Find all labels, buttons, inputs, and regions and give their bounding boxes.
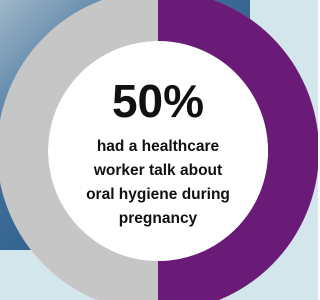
- caption-line: worker talk about: [93, 162, 222, 179]
- infographic: 50% had a healthcare worker talk about ora…: [0, 0, 318, 300]
- page: {"chart_data": {"type": "donut", "values…: [0, 0, 318, 300]
- caption-line: had a healthcare: [97, 138, 220, 155]
- value-label: 50%: [112, 75, 204, 127]
- caption-line: oral hygiene during: [86, 186, 230, 203]
- caption-line: pregnancy: [119, 210, 198, 227]
